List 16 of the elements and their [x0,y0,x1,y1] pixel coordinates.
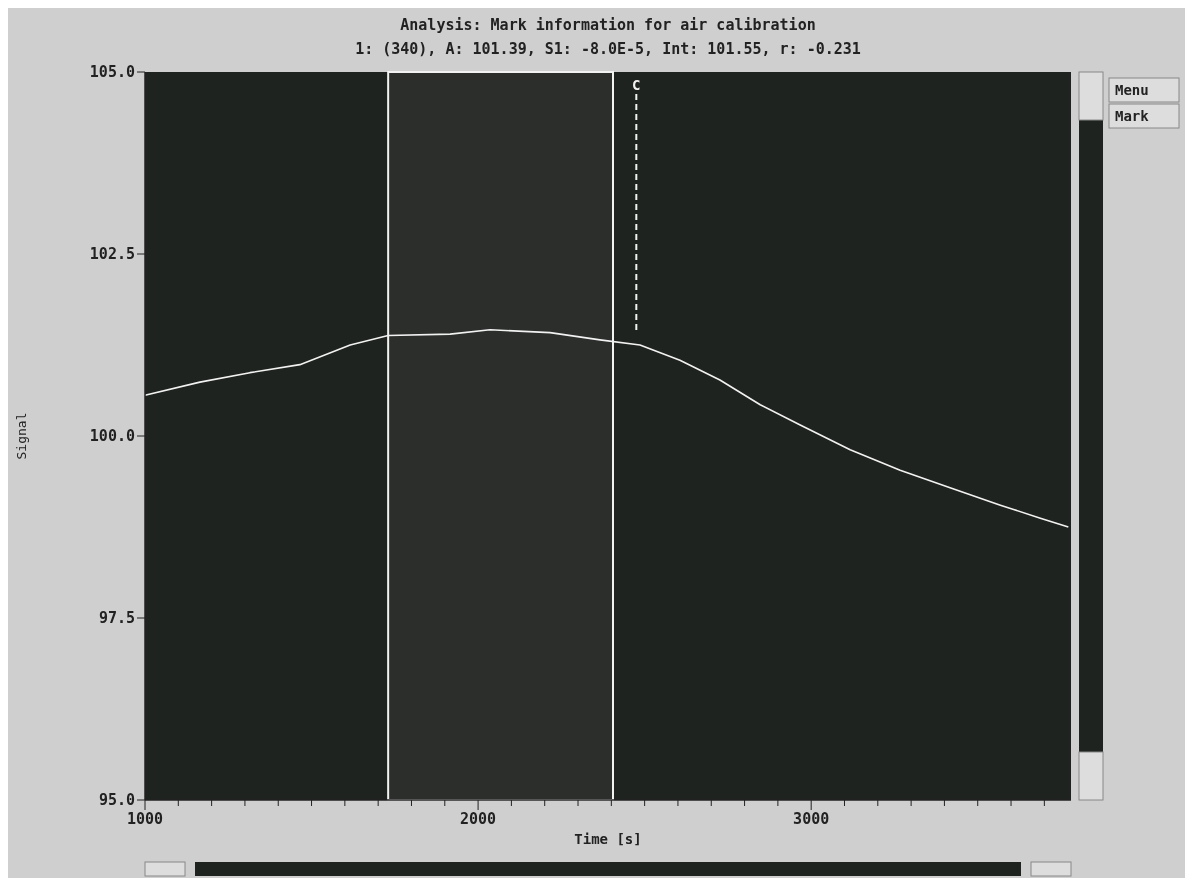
y-tick-label: 102.5 [89,245,135,263]
y-tick-label: 97.5 [98,609,135,627]
button: Mark [1108,103,1180,129]
y-tick-label: 100.0 [89,427,135,445]
x-axis-title: Time [s] [574,831,642,847]
button: Menu [1108,77,1180,103]
y-tick-label: 95.0 [98,791,135,809]
y-tick-label: 105.0 [89,63,135,81]
x-tick-label: 3000 [793,810,830,828]
chart-title: Analysis: Mark information for air calibration [400,16,816,34]
x-tick-label: 1000 [126,810,164,828]
chart-subtitle: 1: (340), A: 101.39, S1: -8.0E-5, Int: 101.55, r: -0.231 [355,40,861,58]
x-tick-label: 2000 [460,810,497,828]
line-series [144,328,1070,528]
ref-line-label: C [632,77,641,93]
y-axis-title: Signal [14,412,29,460]
